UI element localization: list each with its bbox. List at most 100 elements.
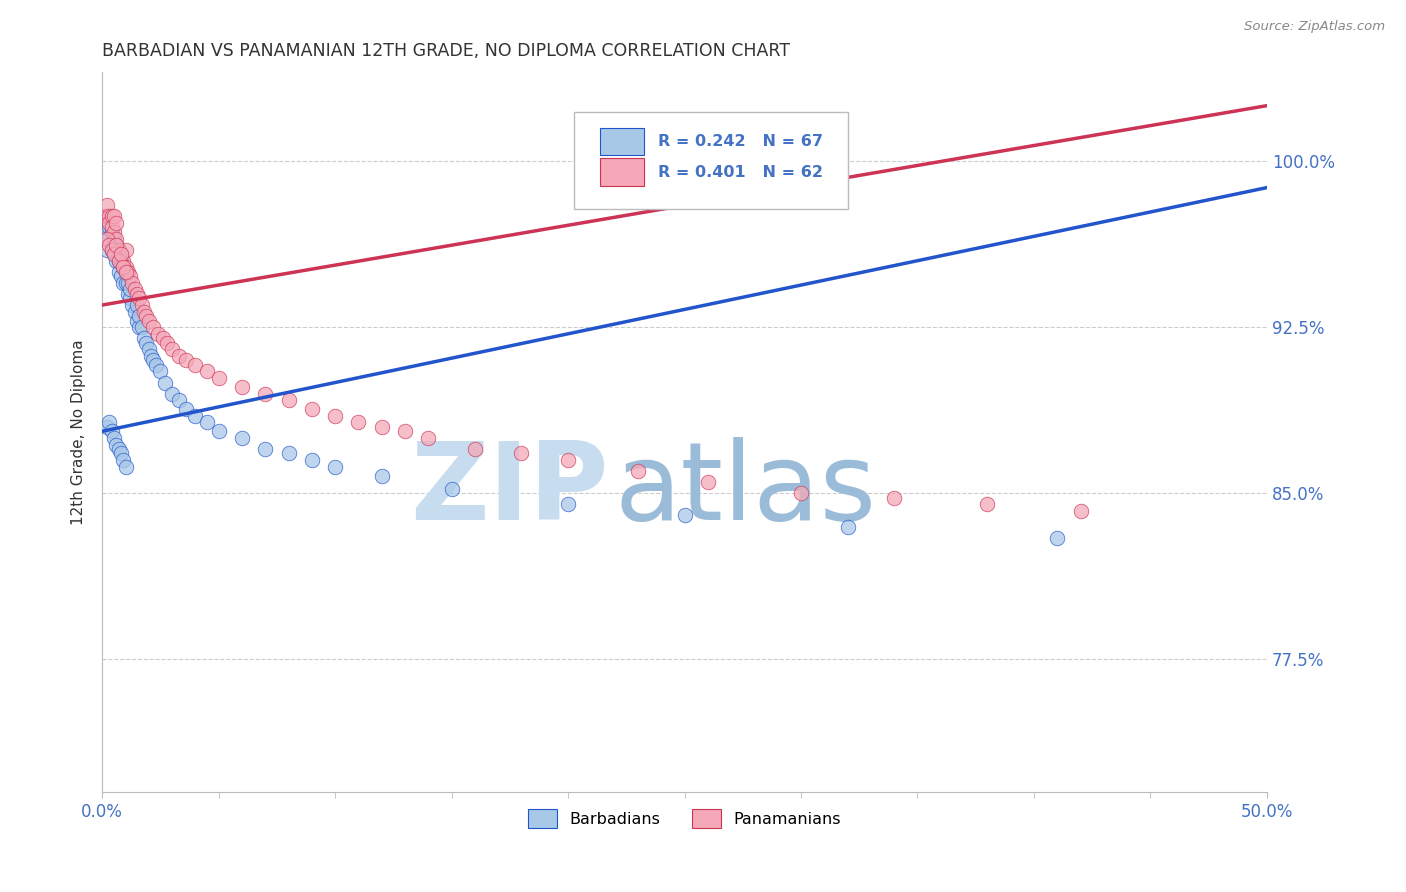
- Point: [138, 313, 160, 327]
- Text: R = 0.242   N = 67: R = 0.242 N = 67: [658, 134, 823, 149]
- Legend: Barbadians, Panamanians: Barbadians, Panamanians: [522, 803, 848, 835]
- Point: [883, 491, 905, 505]
- Point: [100, 220, 122, 235]
- Point: [160, 386, 183, 401]
- Point: [107, 265, 129, 279]
- Point: [124, 304, 146, 318]
- Text: BARBADIAN VS PANAMANIAN 12TH GRADE, NO DIPLOMA CORRELATION CHART: BARBADIAN VS PANAMANIAN 12TH GRADE, NO D…: [103, 42, 790, 60]
- Point: [146, 326, 169, 341]
- Point: [127, 298, 149, 312]
- Point: [371, 468, 394, 483]
- Point: [231, 431, 253, 445]
- Point: [195, 416, 218, 430]
- Point: [100, 243, 122, 257]
- Point: [107, 442, 129, 456]
- Point: [156, 335, 179, 350]
- Point: [135, 309, 157, 323]
- Point: [107, 253, 129, 268]
- Y-axis label: 12th Grade, No Diploma: 12th Grade, No Diploma: [72, 340, 86, 525]
- Point: [976, 497, 998, 511]
- Point: [107, 253, 129, 268]
- Point: [98, 416, 121, 430]
- Point: [627, 464, 650, 478]
- Point: [121, 298, 143, 312]
- Point: [301, 453, 323, 467]
- Point: [167, 393, 190, 408]
- Point: [160, 343, 183, 357]
- Point: [323, 409, 346, 423]
- Point: [557, 497, 579, 511]
- Point: [112, 276, 135, 290]
- Point: [394, 424, 416, 438]
- Point: [98, 231, 121, 245]
- Point: [110, 247, 132, 261]
- Point: [127, 313, 149, 327]
- Point: [135, 335, 157, 350]
- Point: [98, 216, 121, 230]
- Point: [93, 210, 115, 224]
- Point: [124, 283, 146, 297]
- Point: [149, 364, 172, 378]
- Point: [96, 243, 118, 257]
- Point: [93, 210, 115, 224]
- Point: [98, 220, 121, 235]
- Text: R = 0.401   N = 62: R = 0.401 N = 62: [658, 164, 823, 179]
- Text: ZIP: ZIP: [411, 437, 609, 543]
- Point: [100, 210, 122, 224]
- Point: [112, 253, 135, 268]
- Point: [114, 276, 136, 290]
- Point: [117, 265, 139, 279]
- Point: [790, 486, 813, 500]
- Point: [121, 276, 143, 290]
- Point: [134, 304, 156, 318]
- Point: [174, 402, 197, 417]
- Point: [105, 216, 128, 230]
- Point: [100, 225, 122, 239]
- Point: [1070, 504, 1092, 518]
- Point: [174, 353, 197, 368]
- Point: [117, 276, 139, 290]
- Point: [142, 353, 165, 368]
- Point: [254, 442, 277, 456]
- Point: [110, 253, 132, 268]
- Point: [152, 331, 174, 345]
- Point: [110, 446, 132, 460]
- Point: [114, 459, 136, 474]
- Point: [127, 287, 149, 301]
- Point: [96, 420, 118, 434]
- Point: [131, 320, 153, 334]
- Point: [323, 459, 346, 474]
- Point: [120, 291, 142, 305]
- Point: [114, 265, 136, 279]
- Point: [107, 243, 129, 257]
- Point: [103, 247, 125, 261]
- Point: [557, 453, 579, 467]
- Point: [208, 424, 231, 438]
- Point: [128, 309, 150, 323]
- Point: [145, 358, 167, 372]
- Point: [112, 260, 135, 275]
- Point: [98, 238, 121, 252]
- Point: [128, 320, 150, 334]
- Point: [167, 349, 190, 363]
- Point: [100, 243, 122, 257]
- Point: [110, 269, 132, 284]
- Point: [673, 508, 696, 523]
- Point: [301, 402, 323, 417]
- Point: [103, 231, 125, 245]
- Point: [105, 243, 128, 257]
- Point: [105, 253, 128, 268]
- Point: [837, 519, 859, 533]
- Point: [231, 380, 253, 394]
- Point: [184, 358, 207, 372]
- Point: [103, 210, 125, 224]
- Point: [440, 482, 463, 496]
- Point: [131, 298, 153, 312]
- Point: [105, 231, 128, 245]
- Point: [696, 475, 718, 490]
- Point: [134, 331, 156, 345]
- Point: [105, 437, 128, 451]
- Point: [110, 247, 132, 261]
- Bar: [599, 159, 644, 186]
- Point: [184, 409, 207, 423]
